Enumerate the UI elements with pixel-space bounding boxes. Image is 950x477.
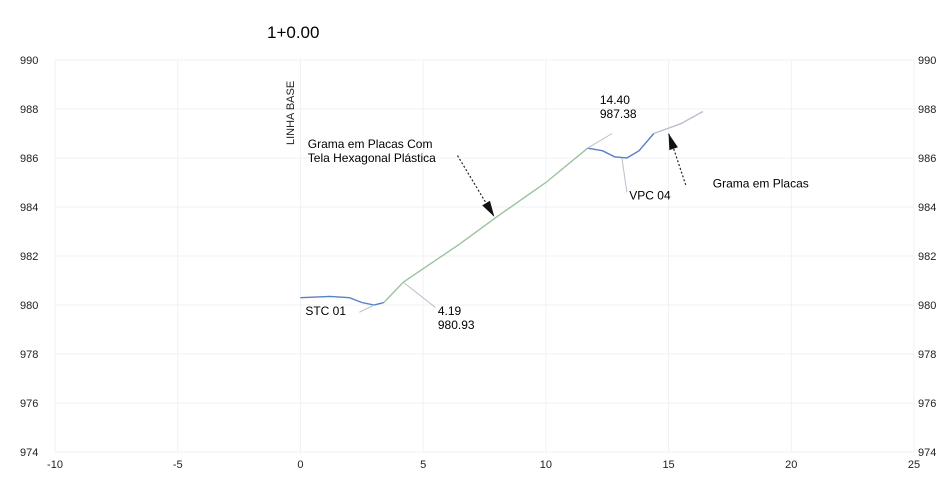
y-tick-label-right: 980 [918,300,936,312]
y-tick-label-left: 980 [20,300,38,312]
annotation-grama-tela: Grama em Placas Com [308,137,433,151]
leader-pt-4-19 [402,281,436,308]
leader-pt-14-40 [587,133,613,149]
y-tick-label-left: 984 [20,202,38,214]
annotation-grama-tela: Tela Hexagonal Plástica [308,151,436,165]
annotation-vpc: VPC 04 [629,189,671,203]
x-tick-label: 10 [540,459,552,471]
arrowhead-grama-placas [668,133,678,151]
annotation-leaders [359,133,687,313]
profile-segment-1 [300,295,385,306]
y-tick-label-left: 974 [20,447,38,459]
annotation-pt-14-40: 14.40 [600,93,630,107]
x-tick-label: 5 [420,459,426,471]
arrowhead-grama-tela [482,200,495,217]
profile-segment-4 [653,110,704,135]
y-tick-label-right: 976 [918,398,936,410]
y-tick-label-left: 988 [20,104,38,116]
x-tick-label: 15 [662,459,674,471]
y-tick-label-left: 982 [20,251,38,263]
y-tick-label-right: 984 [918,202,936,214]
x-tick-label: 20 [785,459,797,471]
baseline-label: LINHA BASE [285,81,297,145]
y-tick-label-right: 990 [918,55,936,67]
leader-vpc [621,157,628,193]
y-tick-label-left: 990 [20,55,38,67]
profile-segment-3 [587,133,655,159]
x-tick-label: -5 [173,459,183,471]
x-tick-label: -10 [47,459,63,471]
profile-segment-2 [383,147,589,303]
grid [54,59,915,453]
y-tick-label-right: 978 [918,349,936,361]
y-tick-label-right: 982 [918,251,936,263]
profile-lines [300,110,704,306]
y-tick-label-right: 974 [918,447,936,459]
annotation-pt-4-19: 4.19 [438,304,462,318]
leader-stc [359,304,375,313]
y-tick-label-right: 986 [918,153,936,165]
station-title: 1+0.00 [267,23,319,42]
axis-ticks: -10 -5 0 5 10 15 20 25 990 990 988 988 986 986 984 984 9… [20,55,936,471]
annotation-grama-placas: Grama em Placas [713,176,809,190]
y-tick-label-left: 976 [20,398,38,410]
x-tick-label: 25 [908,459,920,471]
annotation-stc: STC 01 [305,304,346,318]
y-tick-label-left: 978 [20,349,38,361]
annotation-pt-14-40: 987.38 [600,107,637,121]
x-tick-label: 0 [297,459,303,471]
y-tick-label-right: 988 [918,104,936,116]
y-tick-label-left: 986 [20,153,38,165]
annotation-pt-4-19: 980.93 [438,318,475,332]
